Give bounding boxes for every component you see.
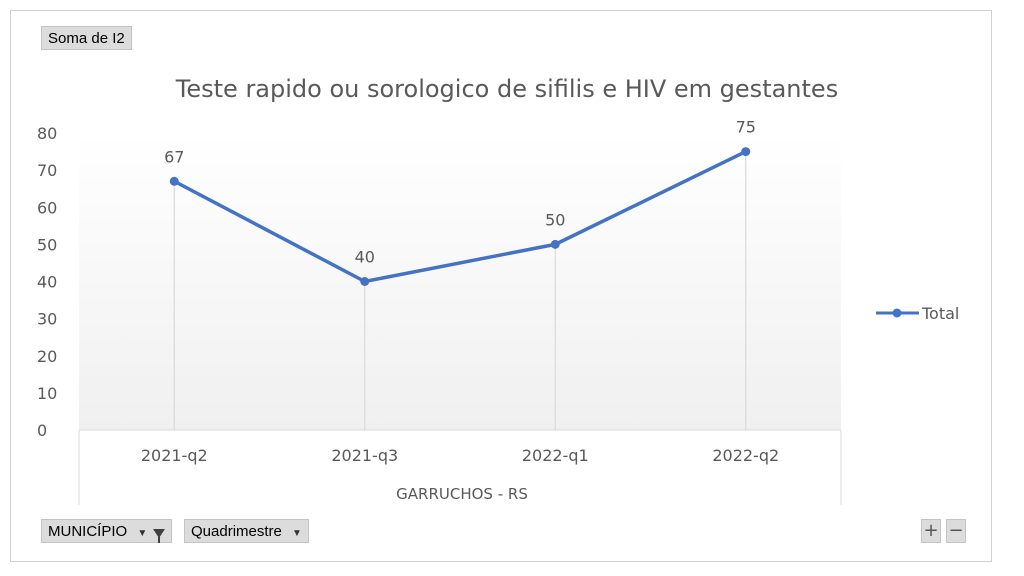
quadrimestre-field-label: Quadrimestre	[191, 523, 282, 540]
filter-icon	[153, 529, 166, 543]
data-point	[169, 176, 179, 186]
drop-lines	[173, 151, 747, 430]
plot-area	[79, 133, 841, 430]
series-line-total	[173, 149, 747, 284]
expand-button[interactable]: +	[921, 519, 941, 543]
y-tick-label: 60	[37, 198, 57, 217]
y-tick-label: 20	[37, 347, 57, 366]
quadrimestre-field-button[interactable]: Quadrimestre ▼	[184, 519, 309, 543]
plus-icon: +	[923, 520, 939, 541]
data-label: 40	[355, 248, 375, 267]
collapse-button[interactable]: −	[946, 519, 966, 543]
dropdown-arrow-icon[interactable]: ▼	[292, 528, 302, 539]
data-label: 67	[164, 147, 184, 166]
minus-icon: −	[948, 520, 964, 541]
municipio-field-button[interactable]: MUNICÍPIO ▼	[41, 519, 173, 543]
legend-marker	[892, 308, 902, 318]
x-tick-label: 2022-q1	[522, 446, 589, 465]
x-tick-label: 2021-q3	[331, 446, 398, 465]
values-field-label: Soma de I2	[48, 30, 125, 47]
y-tick-label: 10	[37, 384, 57, 403]
y-axis: 0 10 20 30 40 50 60 70 80	[37, 124, 57, 440]
group-axis-label: GARRUCHOS - RS	[396, 485, 528, 503]
values-field-button[interactable]: Soma de I2	[41, 26, 132, 50]
dropdown-arrow-icon[interactable]: ▼	[137, 528, 148, 539]
series-total	[169, 147, 751, 286]
y-tick-label: 80	[37, 124, 57, 143]
data-label: 50	[545, 210, 565, 229]
chart-title: Teste rapido ou sorologico de sifilis e …	[175, 75, 838, 103]
data-point	[550, 239, 560, 249]
legend: Total	[876, 304, 959, 323]
legend-entry-total: Total	[921, 304, 959, 323]
y-tick-label: 50	[37, 235, 57, 254]
y-tick-label: 70	[37, 161, 57, 180]
data-point	[741, 147, 751, 157]
data-point	[360, 277, 370, 286]
y-tick-label: 30	[37, 310, 57, 329]
data-labels: 67 40 50 75	[164, 118, 756, 267]
data-label: 75	[736, 118, 756, 137]
x-tick-label: 2021-q2	[141, 446, 208, 465]
x-axis: 2021-q2 2021-q3 2022-q1 2022-q2	[78, 429, 842, 505]
y-tick-label: 40	[37, 273, 57, 292]
y-tick-label: 0	[37, 421, 47, 440]
municipio-field-label: MUNICÍPIO	[48, 523, 128, 540]
x-tick-label: 2022-q2	[712, 446, 779, 465]
